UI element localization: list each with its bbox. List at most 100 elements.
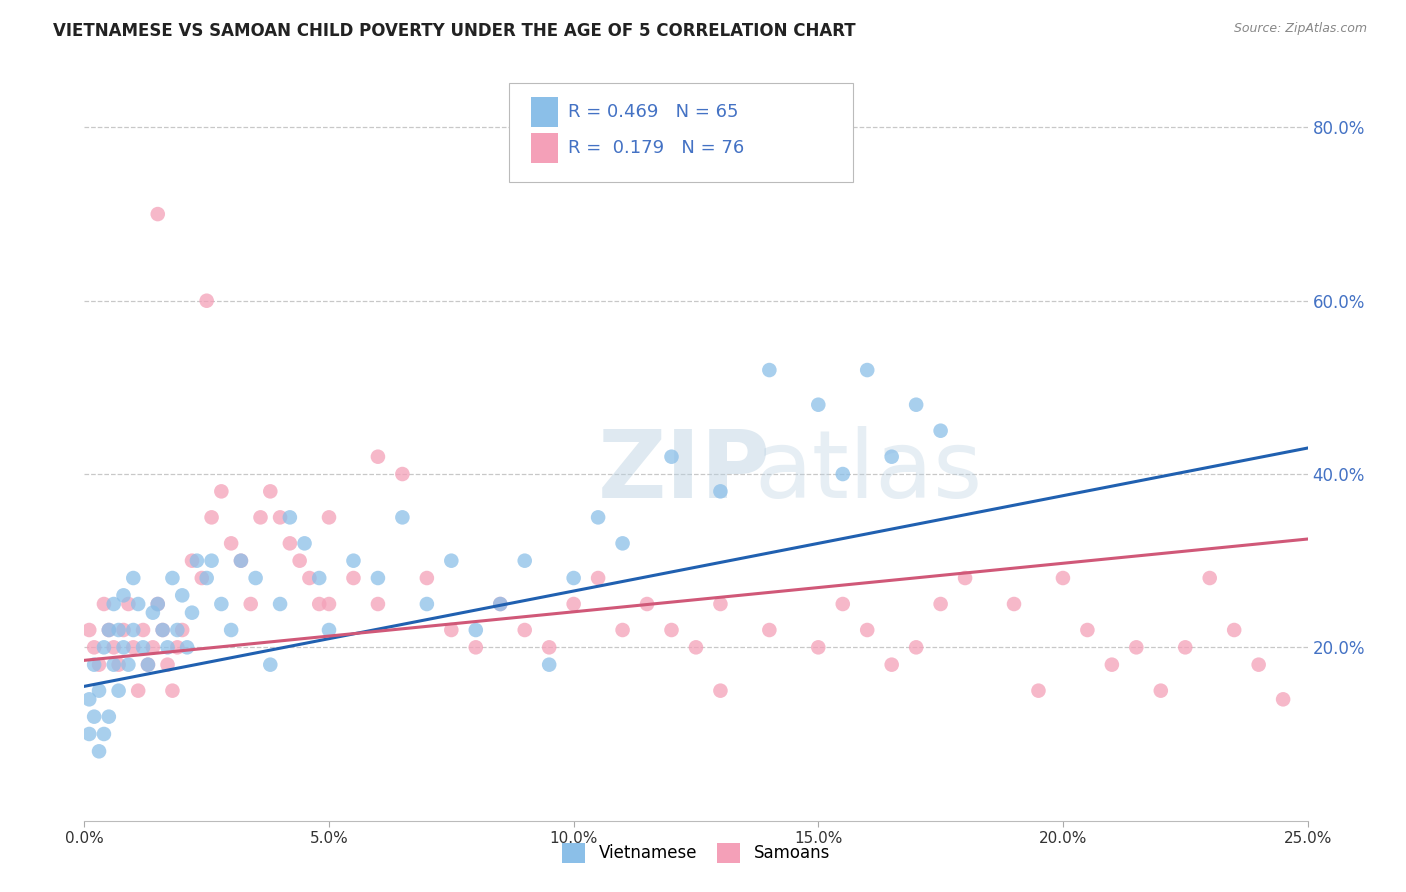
Point: [342, 554, 364, 568]
Point: [97, 623, 120, 637]
Point: [127, 683, 149, 698]
Point: [538, 640, 561, 655]
Point: [146, 207, 169, 221]
Point: [156, 657, 179, 672]
Point: [186, 554, 208, 568]
Point: [709, 597, 731, 611]
Point: [612, 623, 634, 637]
Point: [77, 727, 100, 741]
Point: [367, 597, 389, 611]
Point: [880, 450, 903, 464]
Point: [636, 597, 658, 611]
Point: [103, 657, 125, 672]
Point: [122, 623, 145, 637]
Point: [93, 640, 115, 655]
Point: [249, 510, 271, 524]
Point: [1002, 597, 1025, 611]
Point: [200, 554, 222, 568]
Point: [83, 709, 105, 723]
Point: [367, 450, 389, 464]
Point: [146, 597, 169, 611]
Text: atlas: atlas: [755, 425, 983, 518]
Text: ZIP: ZIP: [598, 425, 770, 518]
Point: [172, 588, 194, 602]
Point: [308, 571, 330, 585]
Point: [112, 623, 135, 637]
Point: [929, 597, 952, 611]
Point: [229, 554, 252, 568]
Point: [132, 623, 155, 637]
Point: [367, 571, 389, 585]
Point: [136, 657, 159, 672]
Point: [195, 571, 218, 585]
Point: [93, 727, 115, 741]
Point: [661, 623, 683, 637]
Point: [278, 510, 301, 524]
Text: Source: ZipAtlas.com: Source: ZipAtlas.com: [1233, 22, 1367, 36]
Point: [513, 623, 536, 637]
Point: [1150, 683, 1173, 698]
FancyBboxPatch shape: [509, 83, 852, 182]
Point: [807, 640, 830, 655]
Point: [83, 640, 105, 655]
Point: [1101, 657, 1123, 672]
Point: [166, 640, 188, 655]
Point: [269, 510, 291, 524]
Point: [1198, 571, 1220, 585]
Point: [112, 640, 135, 655]
Point: [142, 606, 165, 620]
Point: [181, 554, 204, 568]
Point: [117, 597, 139, 611]
Point: [219, 623, 242, 637]
Legend: Vietnamese, Samoans: Vietnamese, Samoans: [555, 837, 837, 869]
Point: [1223, 623, 1246, 637]
Point: [1272, 692, 1295, 706]
Point: [229, 554, 252, 568]
Point: [685, 640, 707, 655]
Point: [1028, 683, 1050, 698]
Point: [294, 536, 316, 550]
Point: [152, 623, 174, 637]
Point: [298, 571, 321, 585]
Point: [440, 554, 463, 568]
Point: [142, 640, 165, 655]
Point: [1052, 571, 1074, 585]
Point: [440, 623, 463, 637]
Point: [318, 510, 340, 524]
Point: [905, 398, 928, 412]
Point: [758, 363, 780, 377]
Point: [87, 683, 110, 698]
Point: [342, 571, 364, 585]
Point: [107, 623, 129, 637]
Point: [318, 597, 340, 611]
Point: [181, 606, 204, 620]
Point: [132, 640, 155, 655]
Point: [219, 536, 242, 550]
Point: [107, 657, 129, 672]
Point: [538, 657, 561, 672]
Point: [562, 597, 585, 611]
Point: [856, 623, 879, 637]
Point: [391, 510, 413, 524]
Point: [464, 640, 486, 655]
Point: [489, 597, 512, 611]
Point: [117, 657, 139, 672]
Point: [709, 484, 731, 499]
Point: [489, 597, 512, 611]
Point: [612, 536, 634, 550]
Point: [709, 683, 731, 698]
Point: [929, 424, 952, 438]
Point: [200, 510, 222, 524]
Point: [586, 510, 609, 524]
Point: [831, 597, 853, 611]
Point: [831, 467, 853, 481]
FancyBboxPatch shape: [531, 96, 558, 127]
Point: [97, 709, 120, 723]
Point: [269, 597, 291, 611]
Point: [1247, 657, 1270, 672]
Point: [209, 484, 232, 499]
Point: [146, 597, 169, 611]
Point: [172, 623, 194, 637]
Point: [152, 623, 174, 637]
Point: [136, 657, 159, 672]
